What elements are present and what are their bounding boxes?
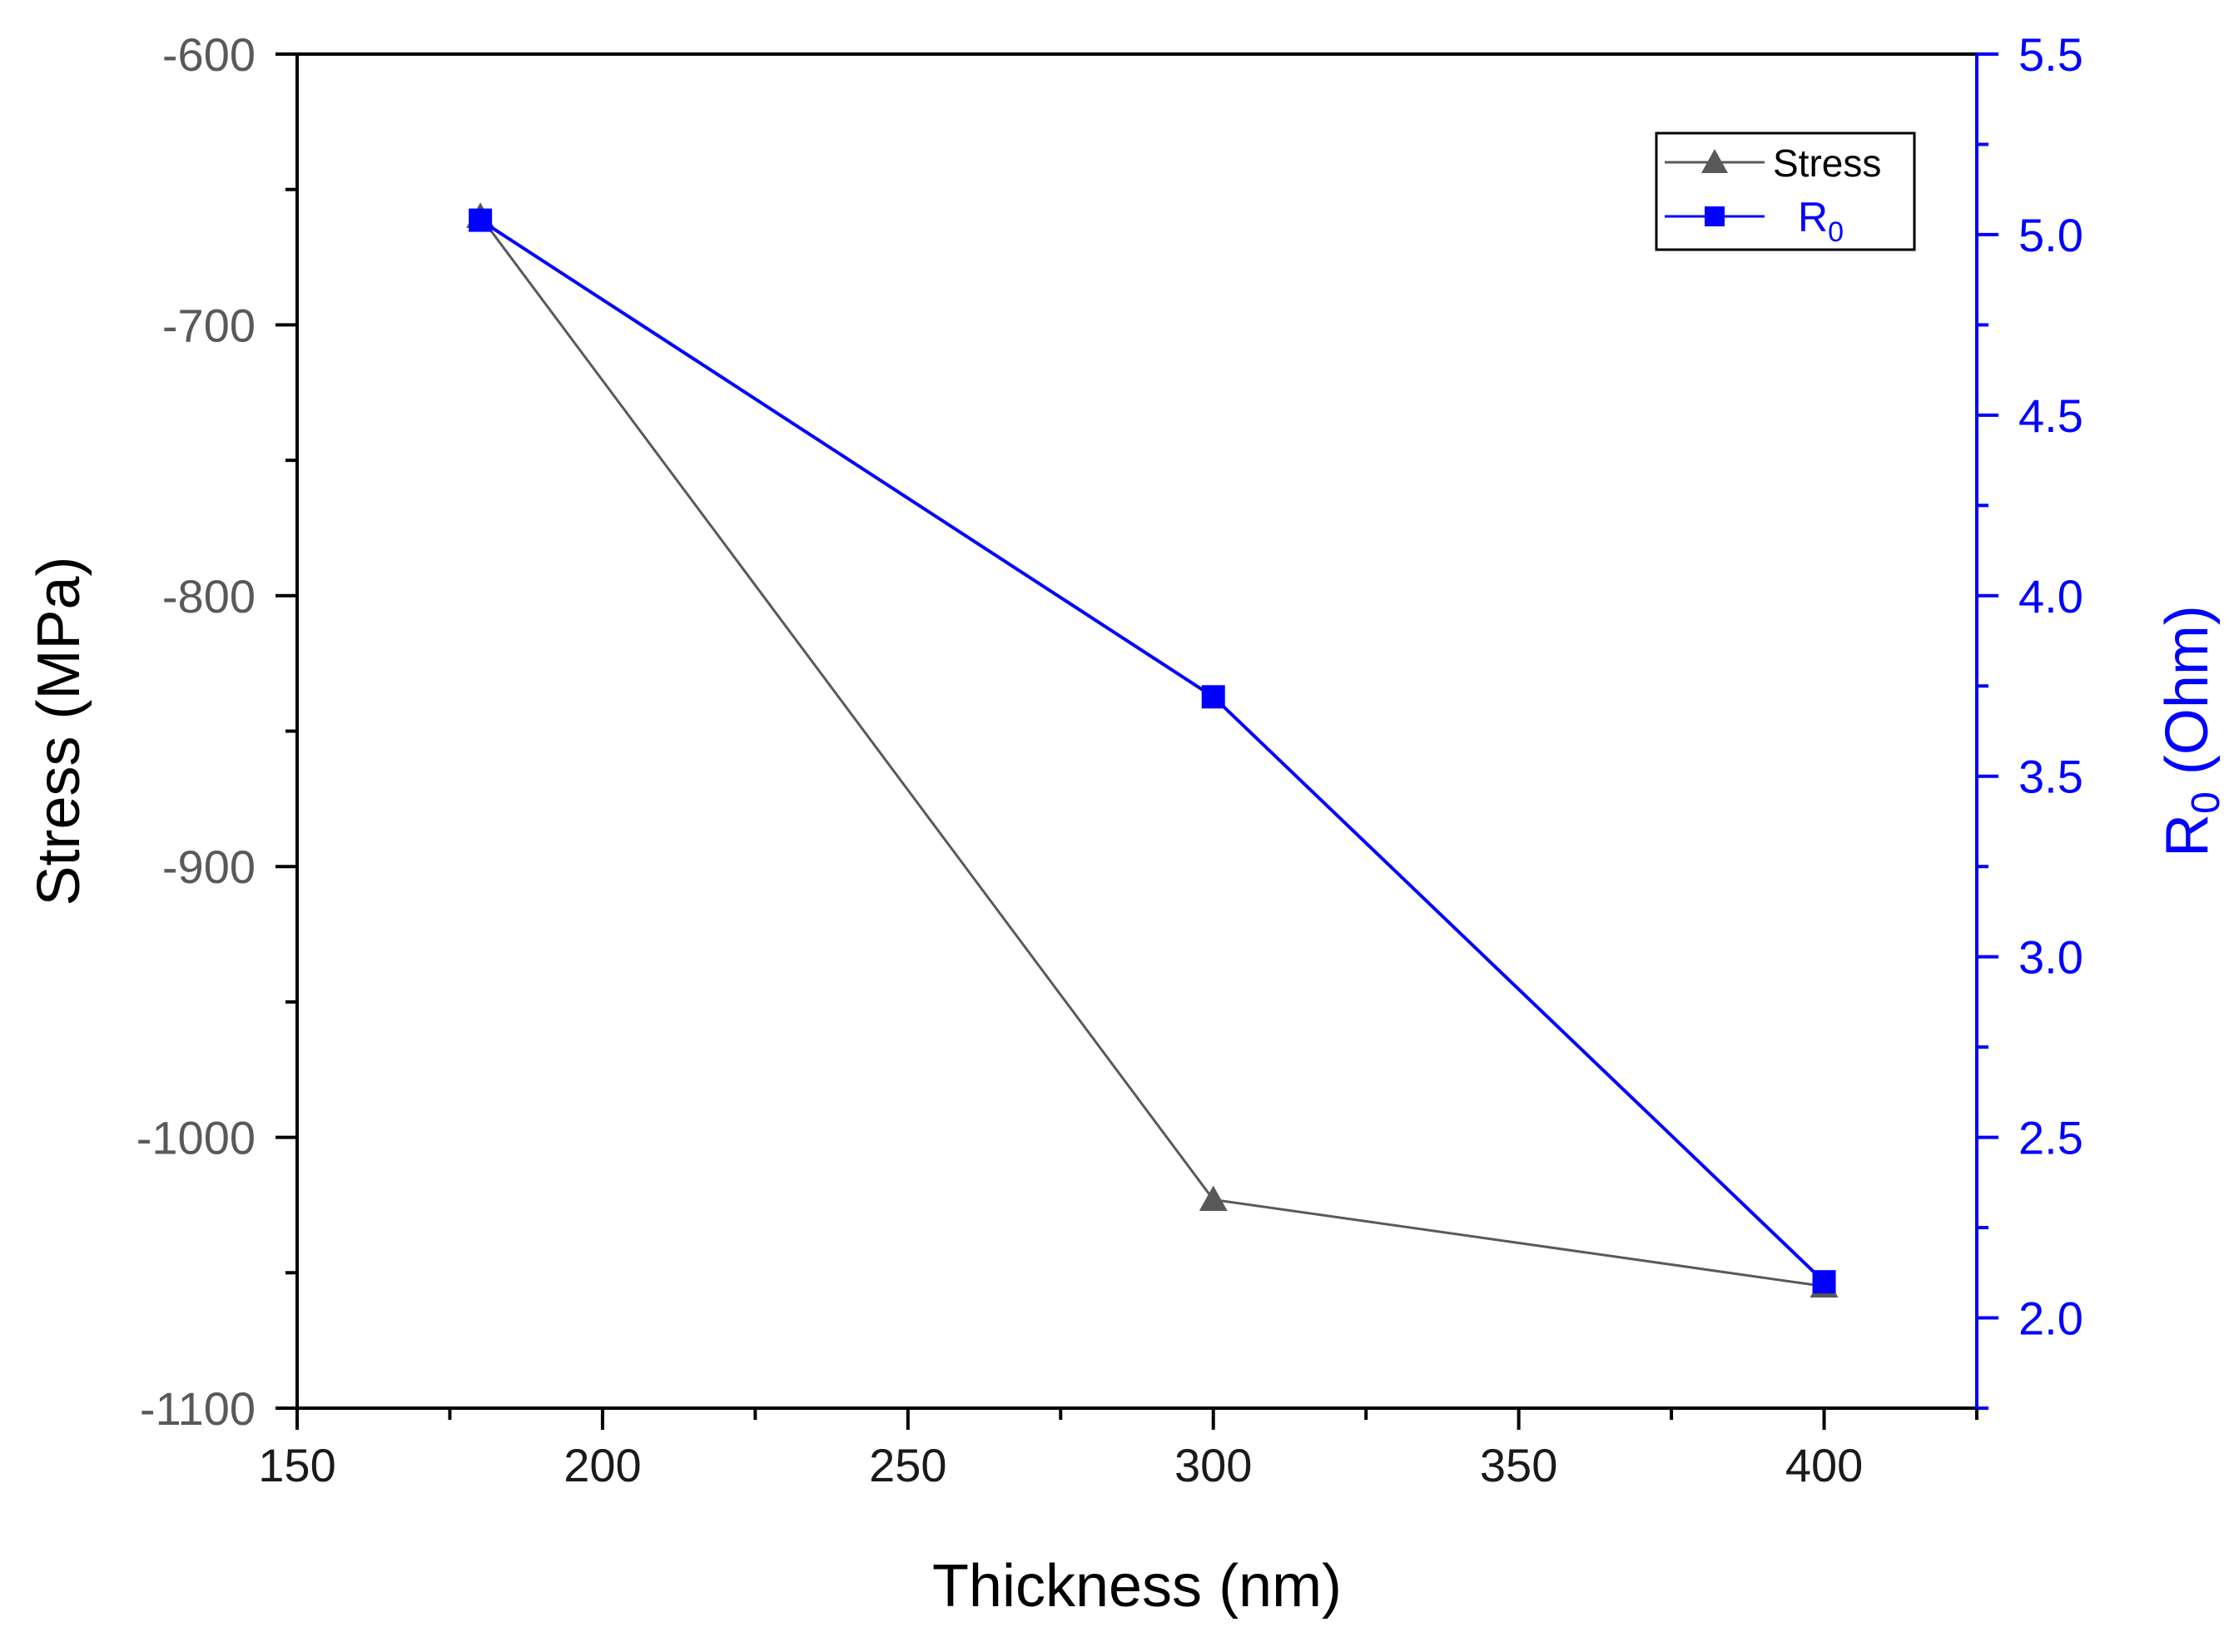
left-y-tick-label: -1100 bbox=[140, 1382, 256, 1435]
legend-box bbox=[1655, 131, 1916, 251]
x-tick-label: 250 bbox=[869, 1439, 946, 1491]
right-y-tick-label: 3.5 bbox=[2018, 751, 2083, 803]
legend-r0-label-subscript: 0 bbox=[1828, 216, 1844, 248]
r0-point bbox=[1812, 1270, 1836, 1294]
legend-r0-label-main: R bbox=[1798, 194, 1828, 241]
right-y-tick-label: 2.5 bbox=[2018, 1112, 2083, 1164]
stress-series-line bbox=[479, 216, 1824, 1288]
x-tick-label: 300 bbox=[1174, 1439, 1252, 1491]
right-y-tick-label: 4.0 bbox=[2018, 570, 2083, 623]
right-y-tick-label: 3.0 bbox=[2018, 931, 2083, 984]
axes bbox=[295, 52, 1978, 1410]
right-y-axis-title-subscript: 0 bbox=[2184, 791, 2228, 814]
left-y-tick-label: -700 bbox=[162, 299, 256, 351]
right-y-tick-label: 4.5 bbox=[2018, 389, 2083, 442]
x-axis-title: Thickness (nm) bbox=[932, 1553, 1342, 1620]
legend-stress-label: Stress bbox=[1773, 141, 1881, 185]
right-y-tick-label: 5.0 bbox=[2018, 209, 2083, 261]
left-y-tick-label: -1000 bbox=[137, 1112, 256, 1164]
x-tick-label: 350 bbox=[1480, 1439, 1557, 1491]
right-y-axis-title-main: R bbox=[2154, 814, 2221, 857]
right-y-axis-title-unit: (Ohm) bbox=[2154, 605, 2221, 791]
right-y-tick-label: 5.5 bbox=[2018, 28, 2083, 81]
r0-point bbox=[469, 208, 493, 232]
left-y-axis-title: Stress (MPa) bbox=[26, 556, 92, 905]
legend-r0-label: R0 bbox=[1798, 194, 1844, 248]
stress-point bbox=[1199, 1185, 1228, 1212]
left-y-tick-label: -900 bbox=[162, 841, 256, 893]
x-tick-label: 150 bbox=[258, 1439, 335, 1491]
legend: Stress R0 bbox=[1655, 131, 1916, 251]
right-y-axis-title: R0 (Ohm) bbox=[2154, 605, 2228, 857]
legend-r0-marker bbox=[1705, 206, 1725, 226]
ticks: 150 200 250 300 350 400 -600 -700 -800 -900 -1000 -… bbox=[137, 28, 2083, 1491]
legend-stress-marker bbox=[1701, 149, 1728, 173]
x-tick-label: 400 bbox=[1785, 1439, 1863, 1491]
series bbox=[466, 202, 1839, 1298]
r0-point bbox=[1201, 685, 1225, 709]
right-y-tick-label: 2.0 bbox=[2018, 1292, 2083, 1345]
r0-series-line bbox=[479, 218, 1825, 1283]
x-tick-label: 200 bbox=[563, 1439, 641, 1491]
left-y-tick-label: -600 bbox=[162, 28, 256, 81]
left-y-tick-label: -800 bbox=[162, 570, 256, 623]
